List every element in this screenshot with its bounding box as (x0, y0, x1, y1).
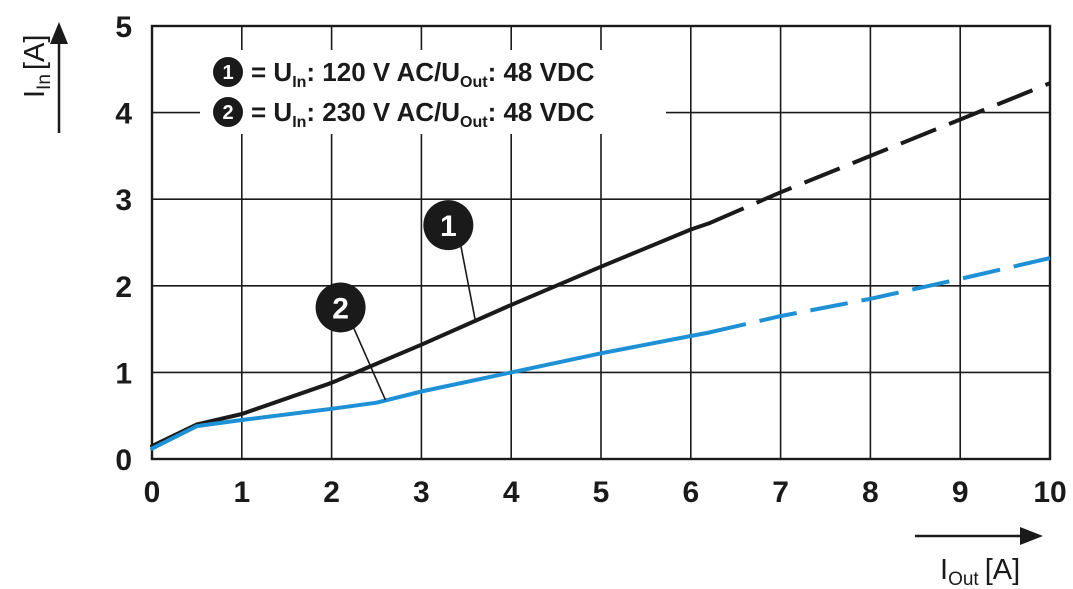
x-tick-label: 2 (323, 476, 340, 509)
legend-background (200, 50, 666, 134)
y-tick-label: 4 (115, 98, 132, 131)
y-tick-label: 5 (115, 11, 132, 44)
series-marker-number: 1 (440, 210, 457, 243)
legend-entry-2: = UIn: 230 V AC/UOut: 48 VDC (251, 97, 595, 131)
x-tick-labels: 0 1 2 3 4 5 6 7 8 9 10 (144, 476, 1067, 509)
x-axis-arrow-head (1020, 527, 1043, 545)
series-2-dashed-line (708, 256, 1051, 335)
plot-frame (150, 24, 1052, 461)
legend-marker-number: 2 (222, 102, 233, 124)
legend-marker-number: 1 (222, 62, 233, 84)
series-1-dashed-line (708, 81, 1051, 226)
x-tick-label: 4 (503, 476, 520, 509)
x-tick-label: 1 (233, 476, 250, 509)
x-tick-label: 6 (682, 476, 699, 509)
x-tick-label: 5 (593, 476, 610, 509)
x-axis-label-unit: [A] (985, 554, 1020, 586)
series-layer: 12 (150, 81, 1051, 451)
y-tick-label: 3 (115, 184, 132, 217)
x-tick-label: 3 (413, 476, 430, 509)
series-marker-number: 2 (332, 292, 349, 325)
series-2-leader-line (351, 325, 387, 401)
x-tick-label: 10 (1033, 476, 1066, 509)
y-axis-label-unit: [A] (19, 35, 51, 70)
x-tick-label: 7 (772, 476, 789, 509)
x-axis-label-text: IOut [A] (940, 554, 1020, 589)
legend-marker-2 (213, 97, 243, 127)
series-1-leader-line (459, 243, 477, 321)
y-axis-label-text: IIn [A] (19, 35, 55, 98)
legend-entry-1: = UIn: 120 V AC/UOut: 48 VDC (251, 57, 595, 91)
y-tick-label: 2 (115, 271, 132, 304)
x-axis-label: IOut [A] (915, 527, 1043, 589)
y-axis-arrow-head (50, 22, 68, 44)
x-tick-label: 8 (862, 476, 879, 509)
series-2-marker (315, 282, 366, 333)
y-axis-label-main: I (19, 90, 51, 98)
series-2-solid-line (150, 330, 711, 451)
series-1-solid-line (150, 221, 711, 448)
plot-border (150, 24, 1052, 461)
series-1-marker (423, 200, 474, 251)
x-axis-label-main: I (940, 554, 948, 586)
y-tick-label: 0 (115, 444, 132, 477)
y-tick-labels: 0 1 2 3 4 5 (115, 11, 132, 477)
legend-marker-1 (213, 57, 243, 87)
y-axis-label: IIn [A] (19, 22, 68, 133)
legend: 1 = UIn: 120 V AC/UOut: 48 VDC 2 = UIn: 230… (200, 50, 666, 134)
y-axis-label-sub: In (34, 74, 55, 90)
x-tick-label: 0 (144, 476, 161, 509)
x-axis-label-sub: Out (948, 569, 979, 589)
x-tick-label: 9 (952, 476, 969, 509)
y-tick-label: 1 (115, 357, 132, 390)
